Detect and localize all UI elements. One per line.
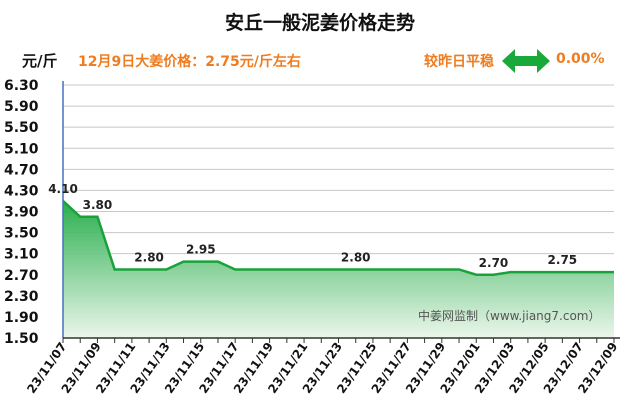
change-percent: 0.00%: [556, 51, 605, 67]
compare-label: 较昨日平稳: [424, 54, 494, 70]
y-tick-label: 5.50: [4, 120, 39, 136]
data-label: 3.80: [83, 198, 113, 212]
y-tick-label: 3.10: [4, 247, 39, 263]
y-tick-label: 4.70: [4, 162, 39, 178]
watermark: 中姜网监制（www.jiang7.com）: [418, 308, 600, 323]
data-label: 2.80: [341, 250, 371, 264]
y-tick-label: 2.70: [4, 268, 39, 284]
series-line: [62, 200, 614, 276]
y-tick-label: 1.50: [4, 331, 39, 347]
data-label: 2.95: [186, 243, 216, 257]
y-tick-labels: 6.30 5.90 5.50 5.10 4.70 4.30 3.90 3.50 3.10 2.70…: [4, 78, 39, 347]
data-labels: 4.10 3.80 2.80 2.95 2.80 2.70 2.75: [48, 182, 577, 270]
data-label: 2.80: [134, 250, 164, 264]
x-tick-labels: 23/11/0723/11/0923/11/1123/11/1323/11/15…: [24, 340, 620, 396]
y-tick-label: 2.30: [4, 289, 39, 305]
y-tick-label: 5.10: [4, 141, 39, 157]
y-tick-label: 6.30: [4, 78, 39, 94]
double-arrow-icon: [502, 49, 550, 73]
y-tick-label: 4.30: [4, 183, 39, 199]
unit-label: 元/斤: [22, 52, 58, 70]
y-tick-label: 3.50: [4, 226, 39, 242]
header-bar: 元/斤 12月9日大姜价格：2.75元/斤左右 较昨日平稳 0.00%: [0, 48, 640, 74]
area-fill: [62, 200, 614, 338]
chart-title: 安丘一般泥姜价格走势: [224, 12, 415, 34]
price-summary: 12月9日大姜价格：2.75元/斤左右: [78, 54, 301, 70]
y-tick-label: 3.90: [4, 205, 39, 221]
y-tick-label: 5.90: [4, 99, 39, 115]
data-label: 2.75: [548, 253, 578, 267]
y-tick-label: 1.90: [4, 310, 39, 326]
data-label: 2.70: [479, 256, 509, 270]
data-label: 4.10: [48, 182, 78, 196]
axes: [62, 81, 620, 343]
